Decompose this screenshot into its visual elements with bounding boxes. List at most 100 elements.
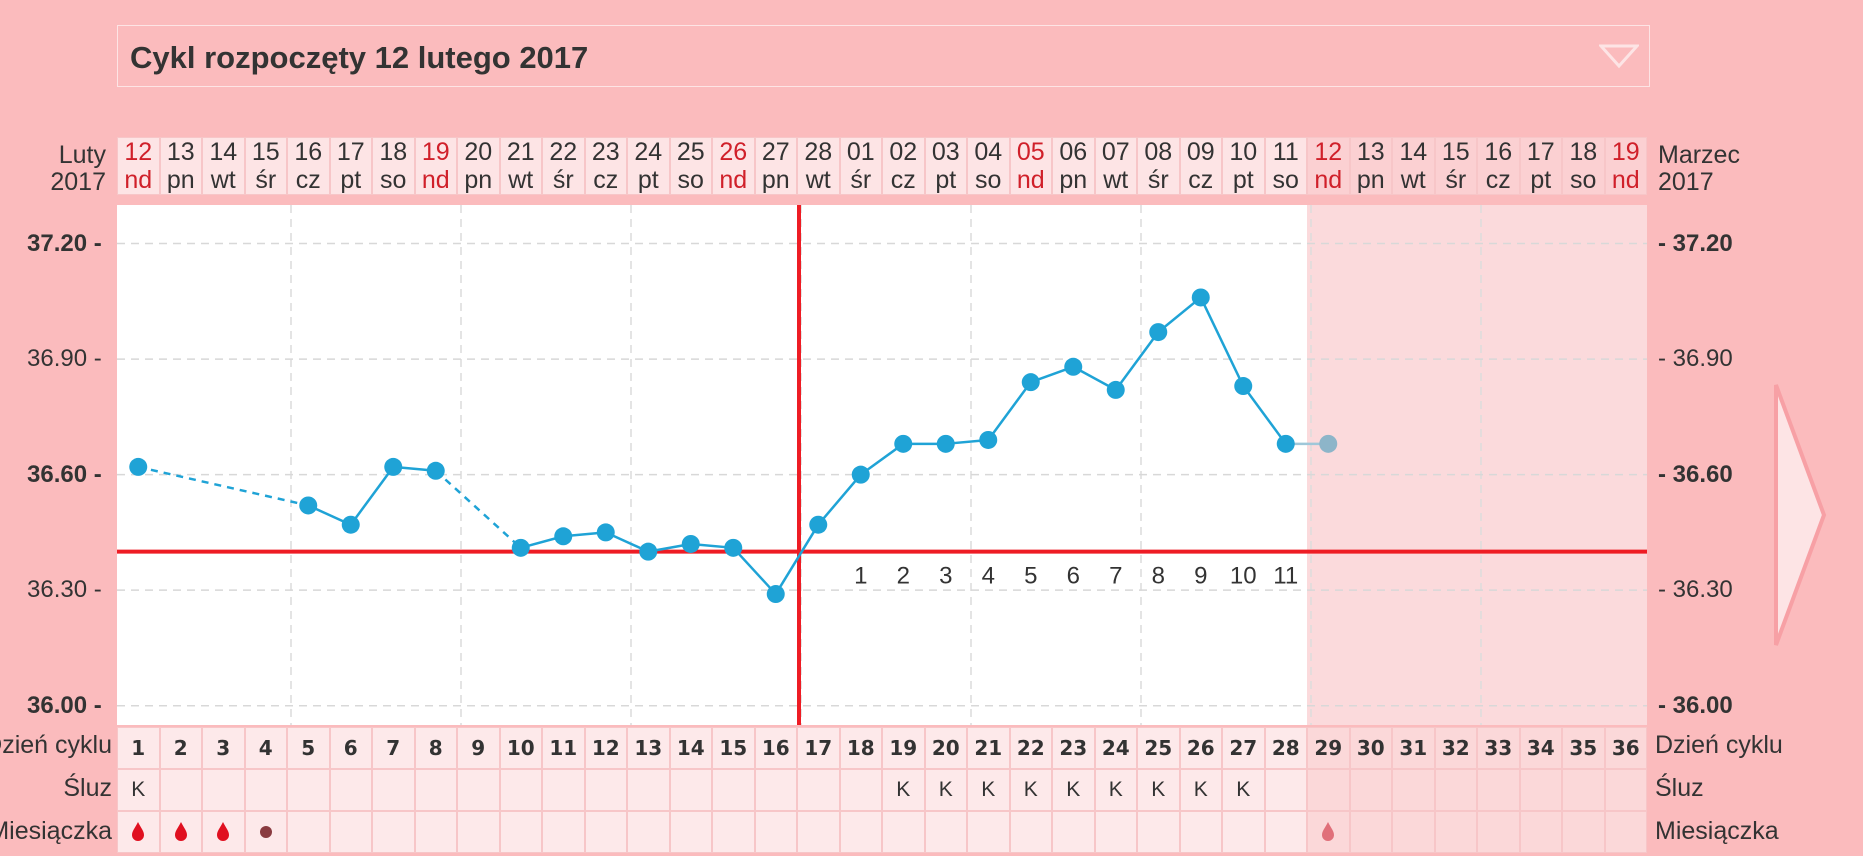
date-cell[interactable]: 10 pt: [1222, 137, 1265, 195]
cycle-day-cell[interactable]: 19: [882, 727, 925, 769]
cycle-day-cell[interactable]: 11: [542, 727, 585, 769]
period-cell[interactable]: [287, 811, 330, 853]
cycle-day-cell[interactable]: 15: [712, 727, 755, 769]
mucus-cell[interactable]: [372, 769, 415, 811]
period-cell[interactable]: [797, 811, 840, 853]
date-cell[interactable]: 14 wt: [202, 137, 245, 195]
date-cell[interactable]: 09 cz: [1179, 137, 1222, 195]
cycle-day-cell[interactable]: 29: [1307, 727, 1350, 769]
date-cell[interactable]: 06 pn: [1052, 137, 1095, 195]
period-cell[interactable]: [1477, 811, 1520, 853]
period-cell[interactable]: [967, 811, 1010, 853]
mucus-cell[interactable]: K: [967, 769, 1010, 811]
date-cell[interactable]: 04 so: [967, 137, 1010, 195]
mucus-cell[interactable]: [1519, 769, 1562, 811]
mucus-cell[interactable]: [159, 769, 202, 811]
cycle-day-cell[interactable]: 13: [627, 727, 670, 769]
cycle-day-cell[interactable]: 1: [117, 727, 160, 769]
period-cell[interactable]: [1604, 811, 1647, 853]
date-cell[interactable]: 16 cz: [1477, 137, 1520, 195]
cycle-day-cell[interactable]: 32: [1434, 727, 1477, 769]
period-cell[interactable]: [372, 811, 415, 853]
cycle-day-cell[interactable]: 26: [1179, 727, 1222, 769]
mucus-cell[interactable]: [584, 769, 627, 811]
period-cell[interactable]: [1349, 811, 1392, 853]
period-cell[interactable]: [627, 811, 670, 853]
period-cell[interactable]: [414, 811, 457, 853]
period-cell[interactable]: [882, 811, 925, 853]
date-cell[interactable]: 15 śr: [244, 137, 287, 195]
period-cell[interactable]: [499, 811, 542, 853]
cycle-day-cell[interactable]: 9: [457, 727, 500, 769]
mucus-cell[interactable]: K: [882, 769, 925, 811]
chevron-down-icon[interactable]: [1599, 44, 1639, 70]
period-cell[interactable]: [1009, 811, 1052, 853]
date-cell[interactable]: 20 pn: [457, 137, 500, 195]
period-cell[interactable]: [1137, 811, 1180, 853]
cycle-day-cell[interactable]: 20: [924, 727, 967, 769]
cycle-day-cell[interactable]: 18: [839, 727, 882, 769]
cycle-day-cell[interactable]: 10: [499, 727, 542, 769]
mucus-cell[interactable]: K: [1052, 769, 1095, 811]
mucus-cell[interactable]: [669, 769, 712, 811]
cycle-day-cell[interactable]: 17: [797, 727, 840, 769]
cycle-day-cell[interactable]: 3: [202, 727, 245, 769]
period-cell[interactable]: [1222, 811, 1265, 853]
period-cell[interactable]: [1264, 811, 1307, 853]
cycle-day-cell[interactable]: 28: [1264, 727, 1307, 769]
mucus-cell[interactable]: K: [1094, 769, 1137, 811]
cycle-day-cell[interactable]: 16: [754, 727, 797, 769]
period-cell[interactable]: [244, 811, 287, 853]
cycle-day-cell[interactable]: 25: [1137, 727, 1180, 769]
date-cell[interactable]: 24 pt: [627, 137, 670, 195]
cycle-day-cell[interactable]: 21: [967, 727, 1010, 769]
period-cell[interactable]: [1562, 811, 1605, 853]
period-cell[interactable]: [1434, 811, 1477, 853]
period-cell[interactable]: [202, 811, 245, 853]
date-cell[interactable]: 08 śr: [1137, 137, 1180, 195]
period-cell[interactable]: [1307, 811, 1350, 853]
mucus-cell[interactable]: [414, 769, 457, 811]
period-cell[interactable]: [669, 811, 712, 853]
date-cell[interactable]: 18 so: [372, 137, 415, 195]
mucus-cell[interactable]: [499, 769, 542, 811]
mucus-cell[interactable]: [542, 769, 585, 811]
date-cell[interactable]: 17 pt: [1519, 137, 1562, 195]
mucus-cell[interactable]: K: [1137, 769, 1180, 811]
mucus-cell[interactable]: [287, 769, 330, 811]
cycle-day-cell[interactable]: 5: [287, 727, 330, 769]
cycle-day-cell[interactable]: 7: [372, 727, 415, 769]
mucus-cell[interactable]: K: [1179, 769, 1222, 811]
period-cell[interactable]: [1392, 811, 1435, 853]
mucus-cell[interactable]: [754, 769, 797, 811]
period-cell[interactable]: [1519, 811, 1562, 853]
date-cell[interactable]: 14 wt: [1392, 137, 1435, 195]
period-cell[interactable]: [159, 811, 202, 853]
period-cell[interactable]: [584, 811, 627, 853]
date-cell[interactable]: 07 wt: [1094, 137, 1137, 195]
date-cell[interactable]: 23 cz: [584, 137, 627, 195]
date-cell[interactable]: 27 pn: [754, 137, 797, 195]
mucus-cell[interactable]: [1477, 769, 1520, 811]
date-cell[interactable]: 17 pt: [329, 137, 372, 195]
period-cell[interactable]: [924, 811, 967, 853]
mucus-cell[interactable]: K: [1222, 769, 1265, 811]
cycle-day-cell[interactable]: 27: [1222, 727, 1265, 769]
cycle-day-cell[interactable]: 34: [1519, 727, 1562, 769]
mucus-cell[interactable]: [1349, 769, 1392, 811]
cycle-day-cell[interactable]: 2: [159, 727, 202, 769]
period-cell[interactable]: [754, 811, 797, 853]
date-cell[interactable]: 18 so: [1562, 137, 1605, 195]
mucus-cell[interactable]: [202, 769, 245, 811]
mucus-cell[interactable]: [1307, 769, 1350, 811]
cycle-day-cell[interactable]: 8: [414, 727, 457, 769]
cycle-day-cell[interactable]: 6: [329, 727, 372, 769]
mucus-cell[interactable]: [627, 769, 670, 811]
period-cell[interactable]: [329, 811, 372, 853]
cycle-day-cell[interactable]: 4: [244, 727, 287, 769]
